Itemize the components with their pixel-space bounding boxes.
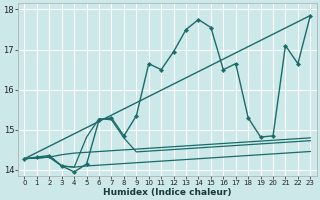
X-axis label: Humidex (Indice chaleur): Humidex (Indice chaleur) (103, 188, 232, 197)
